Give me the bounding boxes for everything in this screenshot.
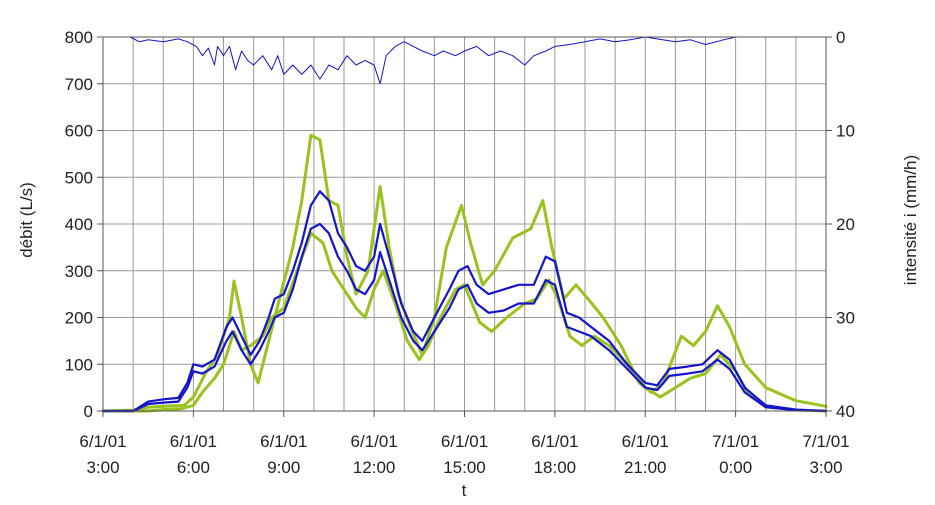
x-tick-label-date: 6/1/01 [260,432,307,451]
x-tick-label-time: 3:00 [86,458,119,477]
x-tick-label-date: 6/1/01 [441,432,488,451]
y-axis-right-title: intensité i (mm/h) [901,155,920,285]
x-tick-label-time: 0:00 [719,458,752,477]
y-right-tick-label: 10 [836,122,855,141]
y-left-tick-label: 200 [65,309,93,328]
x-tick-label-time: 9:00 [267,458,300,477]
y-left-tick-label: 500 [65,168,93,187]
y-right-tick-label: 40 [836,402,855,421]
x-tick-label-time: 18:00 [534,458,577,477]
x-tick-label-date: 6/1/01 [350,432,397,451]
axes [97,36,832,417]
x-tick-label-time: 3:00 [809,458,842,477]
tick-labels: 0 100 200 300 400 500 600 700 800 0 10 20 30 40 6/1/01… [65,28,855,477]
series-line-3 [101,190,828,413]
x-axis-title: t [462,481,467,500]
x-tick-label-time: 15:00 [443,458,486,477]
series-line-5 [102,36,827,85]
y-axis-left-title: débit (L/s) [17,182,36,258]
y-left-tick-label: 300 [65,262,93,281]
x-tick-label-date: 7/1/01 [712,432,759,451]
y-left-tick-label: 700 [65,75,93,94]
y-left-tick-label: 400 [65,215,93,234]
y-right-tick-label: 0 [836,28,845,47]
x-tick-label-date: 6/1/01 [170,432,217,451]
x-tick-label-date: 7/1/01 [802,432,849,451]
x-tick-label-time: 21:00 [624,458,667,477]
y-left-tick-label: 0 [84,402,93,421]
y-right-tick-label: 20 [836,215,855,234]
series-group [101,36,828,413]
y-left-tick-label: 100 [65,355,93,374]
x-tick-label-date: 6/1/01 [622,432,669,451]
series-line-4 [101,222,828,413]
x-tick-label-date: 6/1/01 [531,432,578,451]
x-tick-label-time: 6:00 [177,458,210,477]
y-left-tick-label: 600 [65,122,93,141]
x-tick-label-time: 12:00 [353,458,396,477]
y-right-tick-label: 30 [836,309,855,328]
x-tick-label-date: 6/1/01 [79,432,126,451]
y-left-tick-label: 800 [65,28,93,47]
